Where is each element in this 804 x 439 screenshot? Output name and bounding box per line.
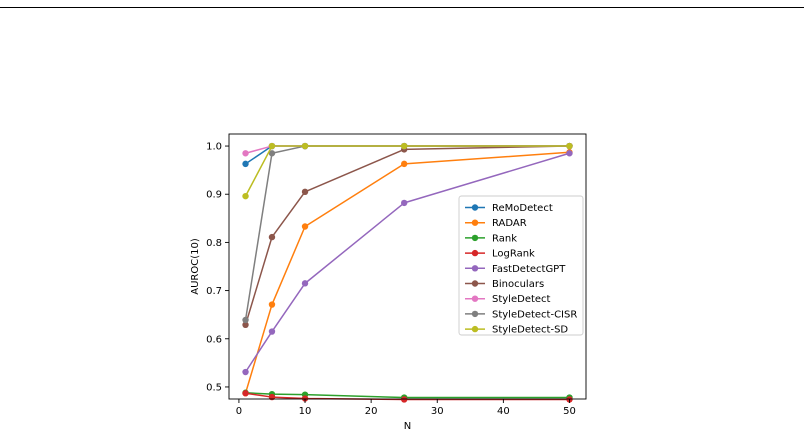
x-tick-label: 0 <box>236 406 242 417</box>
legend-swatch-marker <box>471 265 479 272</box>
data-point-binoculars <box>242 321 249 328</box>
data-point-radar <box>301 223 309 230</box>
legend-label: Binoculars <box>492 279 544 290</box>
x-tick-label: 30 <box>431 406 444 417</box>
legend-label: Rank <box>492 233 517 244</box>
legend-swatch-marker <box>471 204 479 211</box>
legend-entry-styledetect: StyleDetect <box>465 294 551 305</box>
x-tick-label: 50 <box>563 406 576 417</box>
legend-entry-logrank: LogRank <box>465 249 535 260</box>
legend-swatch-marker <box>471 249 479 257</box>
y-tick-label: 0.5 <box>206 382 222 393</box>
legend: ReMoDetect RADAR Rank LogRank FastDetectGPT B… <box>458 195 584 336</box>
y-tick-label: 0.8 <box>206 238 222 249</box>
legend-label: LogRank <box>492 249 535 260</box>
y-axis-label: AUROC(10) <box>190 238 201 295</box>
data-point-styledetect <box>242 150 249 157</box>
legend-swatch-marker <box>471 219 479 226</box>
legend-label: ReMoDetect <box>492 203 553 214</box>
legend-entry-radar: RADAR <box>465 218 527 229</box>
legend-swatch-marker <box>471 295 479 302</box>
legend-swatch-marker <box>471 234 479 242</box>
legend-entry-styledetect-sd: StyleDetect-SD <box>465 325 568 336</box>
legend-swatch-marker <box>471 310 479 318</box>
data-point-fastdetectgpt <box>400 199 408 207</box>
x-tick-label: 20 <box>365 406 378 417</box>
legend-entry-fastdetectgpt: FastDetectGPT <box>465 264 566 275</box>
legend-entry-rank: Rank <box>465 233 517 244</box>
legend-swatch-marker <box>471 325 479 333</box>
data-point-fastdetectgpt <box>301 280 309 287</box>
data-point-logrank <box>400 396 408 403</box>
y-tick-label: 0.9 <box>206 190 222 201</box>
data-point-radar <box>268 301 276 308</box>
data-point-styledetect-sd <box>242 192 249 200</box>
y-tick-label: 0.7 <box>206 286 222 297</box>
data-point-logrank <box>301 395 309 402</box>
legend-entry-binoculars: Binoculars <box>465 279 544 290</box>
series-fastdetectgpt <box>242 150 573 376</box>
top-divider <box>0 7 804 8</box>
data-point-logrank <box>242 390 249 397</box>
legend-swatch-marker <box>471 280 479 287</box>
data-point-styledetect-sd <box>400 142 408 150</box>
x-axis-label: N <box>404 421 411 432</box>
y-tick-label: 0.6 <box>206 334 222 345</box>
data-point-styledetect-sd <box>268 142 276 150</box>
legend-label: RADAR <box>492 218 527 229</box>
data-point-radar <box>400 160 408 168</box>
data-point-styledetect-cisr <box>242 316 249 324</box>
data-point-styledetect-cisr <box>268 150 276 157</box>
y-tick-label: 1.0 <box>206 142 222 153</box>
legend-label: FastDetectGPT <box>492 264 566 275</box>
data-point-styledetect-sd <box>566 142 573 150</box>
x-tick-label: 10 <box>299 406 312 417</box>
legend-entry-styledetect-cisr: StyleDetect-CISR <box>465 309 577 320</box>
legend-label: StyleDetect-CISR <box>492 309 577 320</box>
legend-entry-remodetect: ReMoDetect <box>465 203 553 214</box>
data-point-fastdetectgpt <box>566 150 573 157</box>
legend-box <box>458 195 584 336</box>
axes-frame <box>228 133 587 400</box>
data-point-fastdetectgpt <box>268 328 276 335</box>
data-point-styledetect-sd <box>301 142 309 150</box>
series-layer <box>242 142 573 403</box>
data-point-remodetect <box>242 160 249 168</box>
series-styledetect-sd <box>242 142 573 200</box>
legend-label: StyleDetect <box>492 294 551 305</box>
data-point-binoculars <box>268 233 276 241</box>
legend-label: StyleDetect-SD <box>492 325 568 336</box>
data-point-binoculars <box>301 188 309 196</box>
axes-layer: 0 10 20 30 40 50 0.5 0.6 0.7 0.8 0.9 1.0 N AUROC(10) <box>190 133 587 432</box>
x-tick-label: 40 <box>497 406 510 417</box>
data-point-fastdetectgpt <box>242 368 249 376</box>
